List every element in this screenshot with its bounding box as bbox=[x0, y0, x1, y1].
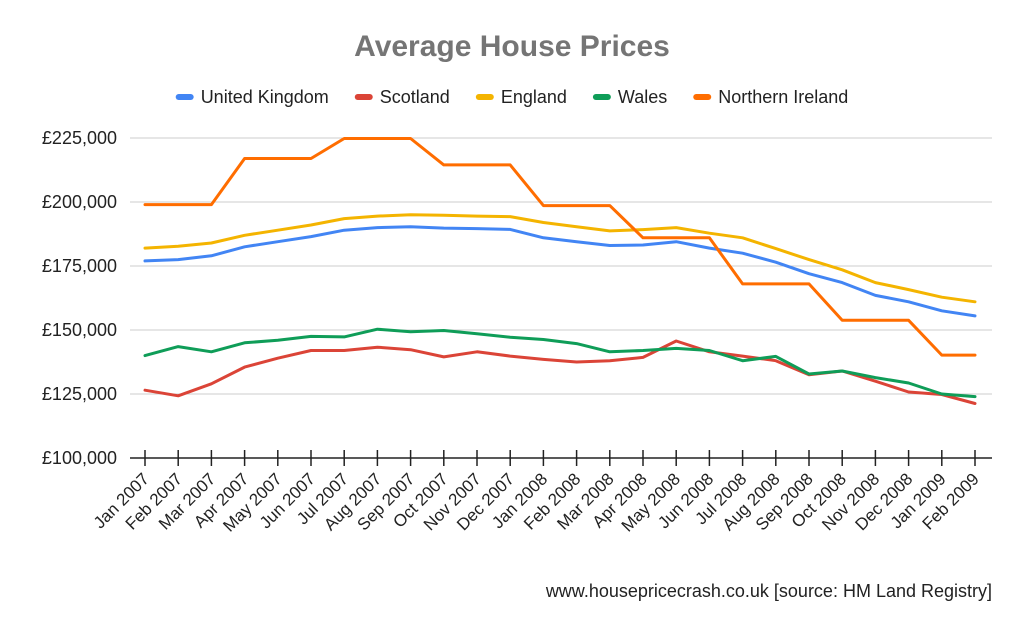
series-line-england bbox=[143, 213, 977, 304]
legend-label: United Kingdom bbox=[201, 87, 329, 107]
legend-label: Scotland bbox=[380, 87, 450, 107]
legend-item-wales[interactable]: Wales bbox=[592, 87, 667, 107]
legend-item-united-kingdom[interactable]: United Kingdom bbox=[175, 87, 329, 107]
gridlines bbox=[130, 137, 992, 395]
series-line-wales bbox=[143, 327, 977, 399]
legend-label: England bbox=[501, 87, 567, 107]
series-line-united-kingdom bbox=[143, 225, 977, 318]
y-tick-label: £150,000 bbox=[42, 320, 117, 340]
legend-swatch bbox=[592, 94, 611, 100]
y-tick-label: £225,000 bbox=[42, 128, 117, 148]
source-note: www.housepricecrash.co.uk [source: HM La… bbox=[545, 581, 992, 601]
legend-swatch bbox=[693, 94, 712, 100]
y-tick-label: £200,000 bbox=[42, 192, 117, 212]
series-line-northern-ireland bbox=[143, 137, 977, 357]
legend-swatch bbox=[354, 94, 373, 100]
legend-label: Northern Ireland bbox=[718, 87, 848, 107]
legend-item-scotland[interactable]: Scotland bbox=[354, 87, 450, 107]
y-tick-label: £125,000 bbox=[42, 384, 117, 404]
series-lines bbox=[143, 137, 977, 405]
legend-swatch bbox=[175, 94, 194, 100]
y-axis: £100,000 £125,000 £150,000 £175,000 £200,000… bbox=[42, 128, 117, 468]
y-tick-label: £100,000 bbox=[42, 448, 117, 468]
chart-title: Average House Prices bbox=[354, 30, 670, 63]
legend-item-northern-ireland[interactable]: Northern Ireland bbox=[693, 87, 848, 107]
legend: United Kingdom Scotland England Wales Northe… bbox=[175, 87, 848, 107]
legend-swatch bbox=[475, 94, 494, 100]
legend-label: Wales bbox=[618, 87, 667, 107]
y-tick-label: £175,000 bbox=[42, 256, 117, 276]
legend-item-england[interactable]: England bbox=[475, 87, 567, 107]
